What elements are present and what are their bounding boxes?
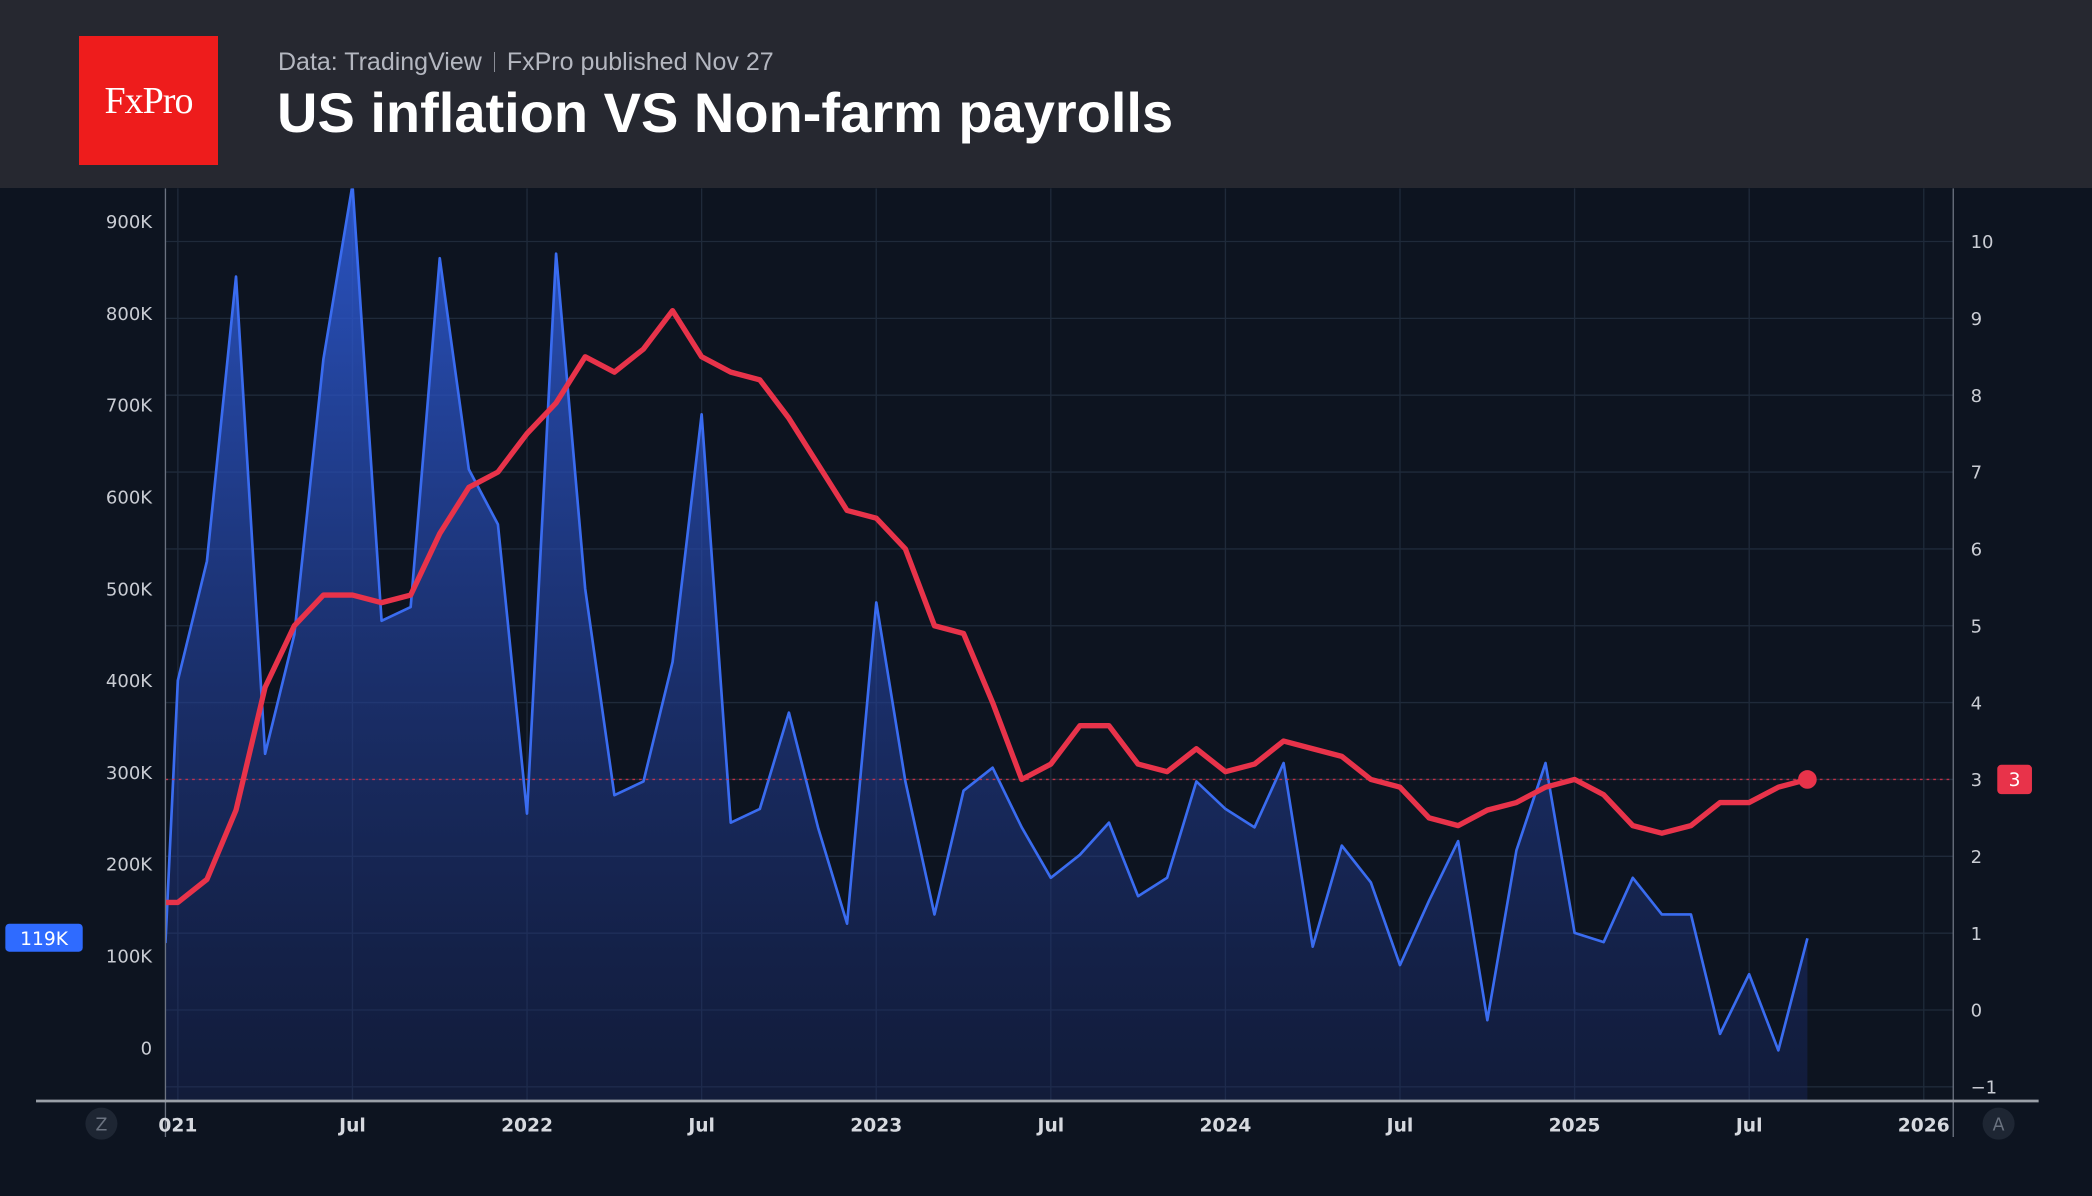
x-tick-label: 2023: [850, 1116, 902, 1137]
left-tick-label: 400K: [106, 671, 153, 692]
cpi-line: [165, 307, 1811, 906]
left-tick-label: 900K: [106, 212, 153, 233]
x-tick-label: 2024: [1199, 1116, 1251, 1137]
right-tick-label: 0: [1971, 1001, 1982, 1022]
right-tick-label: 2: [1971, 847, 1982, 868]
right-tick-label: 3: [1971, 770, 1982, 791]
nfp-line: [165, 188, 1809, 1052]
cpi-last-value-label: 3: [2009, 770, 2021, 791]
right-tick-label: 5: [1971, 616, 1982, 637]
published-date: FxPro published Nov 27: [506, 48, 774, 76]
auto-scale-button[interactable]: A: [1982, 1107, 2015, 1140]
fxpro-logo: FxPro: [79, 36, 218, 165]
auto-scale-button-label[interactable]: A: [1993, 1115, 2005, 1135]
right-tick-label: 10: [1971, 232, 1994, 253]
zoom-reset-left-button-label[interactable]: Z: [95, 1115, 107, 1135]
left-tick-label: 700K: [106, 396, 153, 417]
auto-scale-button-circle[interactable]: [1982, 1107, 2015, 1140]
left-tick-label: 100K: [106, 946, 153, 967]
x-tick-label: Jul: [1036, 1116, 1065, 1137]
x-tick-label: 2025: [1549, 1116, 1601, 1137]
data-source: Data: TradingView: [278, 48, 482, 76]
x-tick-label: Jul: [1385, 1116, 1414, 1137]
left-tick-label: 300K: [106, 763, 153, 784]
right-tick-label: −1: [1971, 1078, 1998, 1099]
left-tick-label: 800K: [106, 304, 153, 325]
left-tick-label: 500K: [106, 579, 153, 600]
x-tick-label: Jul: [337, 1116, 366, 1137]
axes: 0 100K 200K 300K 400K 500K 600K 700K 800K 900K −1 0…: [5, 188, 2039, 1140]
nfp-area: [165, 188, 1808, 1101]
x-tick-label: Jul: [1734, 1116, 1763, 1137]
page-title: US inflation VS Non-farm payrolls: [277, 81, 1174, 144]
right-tick-label: 1: [1971, 924, 1982, 945]
zoom-reset-left-button-circle[interactable]: [85, 1107, 118, 1140]
x-tick-label: 2026: [1898, 1116, 1950, 1137]
cpi-last-value-badge: [1997, 764, 2032, 795]
nfp-last-value-label: 119K: [20, 929, 69, 950]
right-tick-label: 6: [1971, 540, 1982, 561]
nfp-last-value-badge: [5, 923, 83, 952]
x-tick-label: 2022: [501, 1116, 553, 1137]
subtitle: Data: TradingView FxPro published Nov 27: [278, 48, 774, 77]
separator: [493, 52, 495, 72]
right-tick-label: 9: [1971, 309, 1982, 330]
right-tick-label: 7: [1971, 463, 1982, 484]
right-tick-label: 4: [1971, 693, 1982, 714]
left-tick-label: 0: [141, 1038, 152, 1059]
plot-area: [165, 188, 1954, 1101]
zoom-reset-left-button[interactable]: Z: [85, 1107, 118, 1140]
right-tick-label: 8: [1971, 386, 1982, 407]
x-tick-label: Jul: [686, 1116, 715, 1137]
cpi-last-point: [1798, 770, 1817, 789]
left-tick-label: 200K: [106, 855, 153, 876]
left-tick-label: 600K: [106, 488, 153, 509]
header: FxPro Data: TradingView FxPro published N…: [0, 0, 2092, 188]
x-tick-label: 021: [158, 1116, 197, 1137]
